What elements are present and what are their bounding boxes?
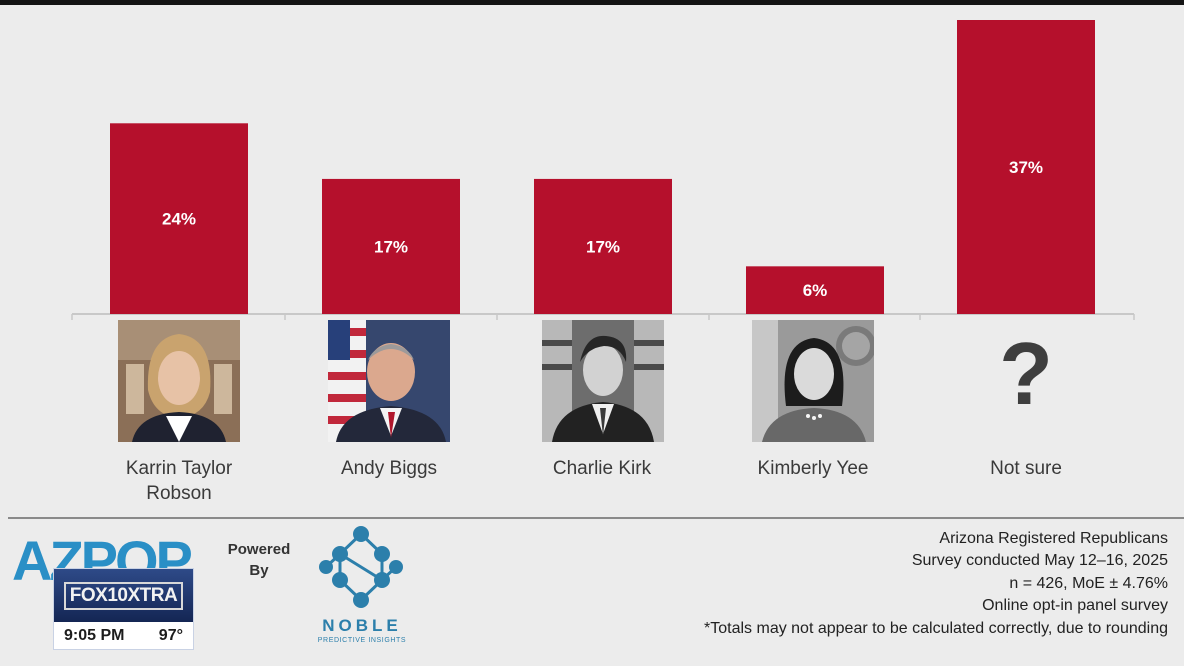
- candidate-name-line: Karrin Taylor: [125, 458, 233, 479]
- fox10-xtra-logo: FOX10XTRA: [63, 581, 184, 610]
- powered-by-label: Powered By: [222, 539, 296, 581]
- bar-chart: 24% 17% 17% 6% 37%: [71, 20, 1135, 320]
- survey-note-line: n = 426, MoE ± 4.76%: [1009, 574, 1168, 592]
- question-mark-icon: ?: [999, 324, 1053, 423]
- bar-1: [322, 178, 460, 314]
- candidate-name-robson: Karrin Taylor Robson: [79, 456, 279, 506]
- bar-2: [534, 178, 672, 314]
- bar-3: [746, 266, 884, 314]
- candidate-name-line: Charlie Kirk: [552, 458, 652, 479]
- broadcast-logo-area: FOX10XTRA: [54, 569, 193, 622]
- survey-note-line: Online opt-in panel survey: [982, 597, 1168, 615]
- photo-kimberly-yee: [752, 320, 874, 442]
- bar-value-label: 24%: [162, 210, 196, 229]
- candidate-name-not-sure: Not sure: [926, 456, 1126, 481]
- bar-value-label: 17%: [374, 237, 408, 256]
- bar-value-label: 37%: [1009, 158, 1043, 177]
- photo-charlie-kirk: [542, 320, 664, 442]
- bar-value-label: 6%: [803, 281, 828, 300]
- survey-note-line: Arizona Registered Republicans: [939, 530, 1168, 547]
- candidate-name-kirk: Charlie Kirk: [502, 456, 702, 481]
- footer-divider: [8, 517, 1184, 519]
- broadcast-bug: FOX10XTRA 9:05 PM 97°: [53, 568, 194, 650]
- survey-note-line: *Totals may not appear to be calculated …: [704, 619, 1168, 637]
- bar-value-label: 17%: [586, 237, 620, 256]
- noble-subtitle: PREDICTIVE INSIGHTS: [317, 637, 407, 644]
- candidate-name-biggs: Andy Biggs: [289, 456, 489, 481]
- noble-name: NOBLE: [322, 616, 402, 635]
- photo-karrin-taylor-robson: [118, 320, 240, 442]
- candidate-name-line: Not sure: [990, 458, 1062, 479]
- broadcast-time: 9:05 PM: [64, 626, 125, 644]
- noble-network-icon: [319, 526, 403, 608]
- photo-andy-biggs: [328, 320, 450, 442]
- candidate-name-line: Robson: [146, 483, 212, 504]
- bar-4: [957, 20, 1095, 314]
- bar-0: [110, 123, 248, 314]
- powered-by-line: Powered: [227, 541, 291, 558]
- broadcast-info: 9:05 PM 97°: [54, 622, 193, 649]
- survey-notes: Arizona Registered Republicans Survey co…: [704, 528, 1168, 640]
- candidate-name-line: Kimberly Yee: [757, 458, 869, 479]
- powered-by-line: By: [249, 562, 269, 579]
- top-edge-bar: [0, 0, 1184, 5]
- candidate-name-yee: Kimberly Yee: [713, 456, 913, 481]
- survey-note-line: Survey conducted May 12–16, 2025: [911, 552, 1168, 570]
- candidate-name-line: Andy Biggs: [340, 458, 438, 479]
- broadcast-temperature: 97°: [158, 626, 183, 644]
